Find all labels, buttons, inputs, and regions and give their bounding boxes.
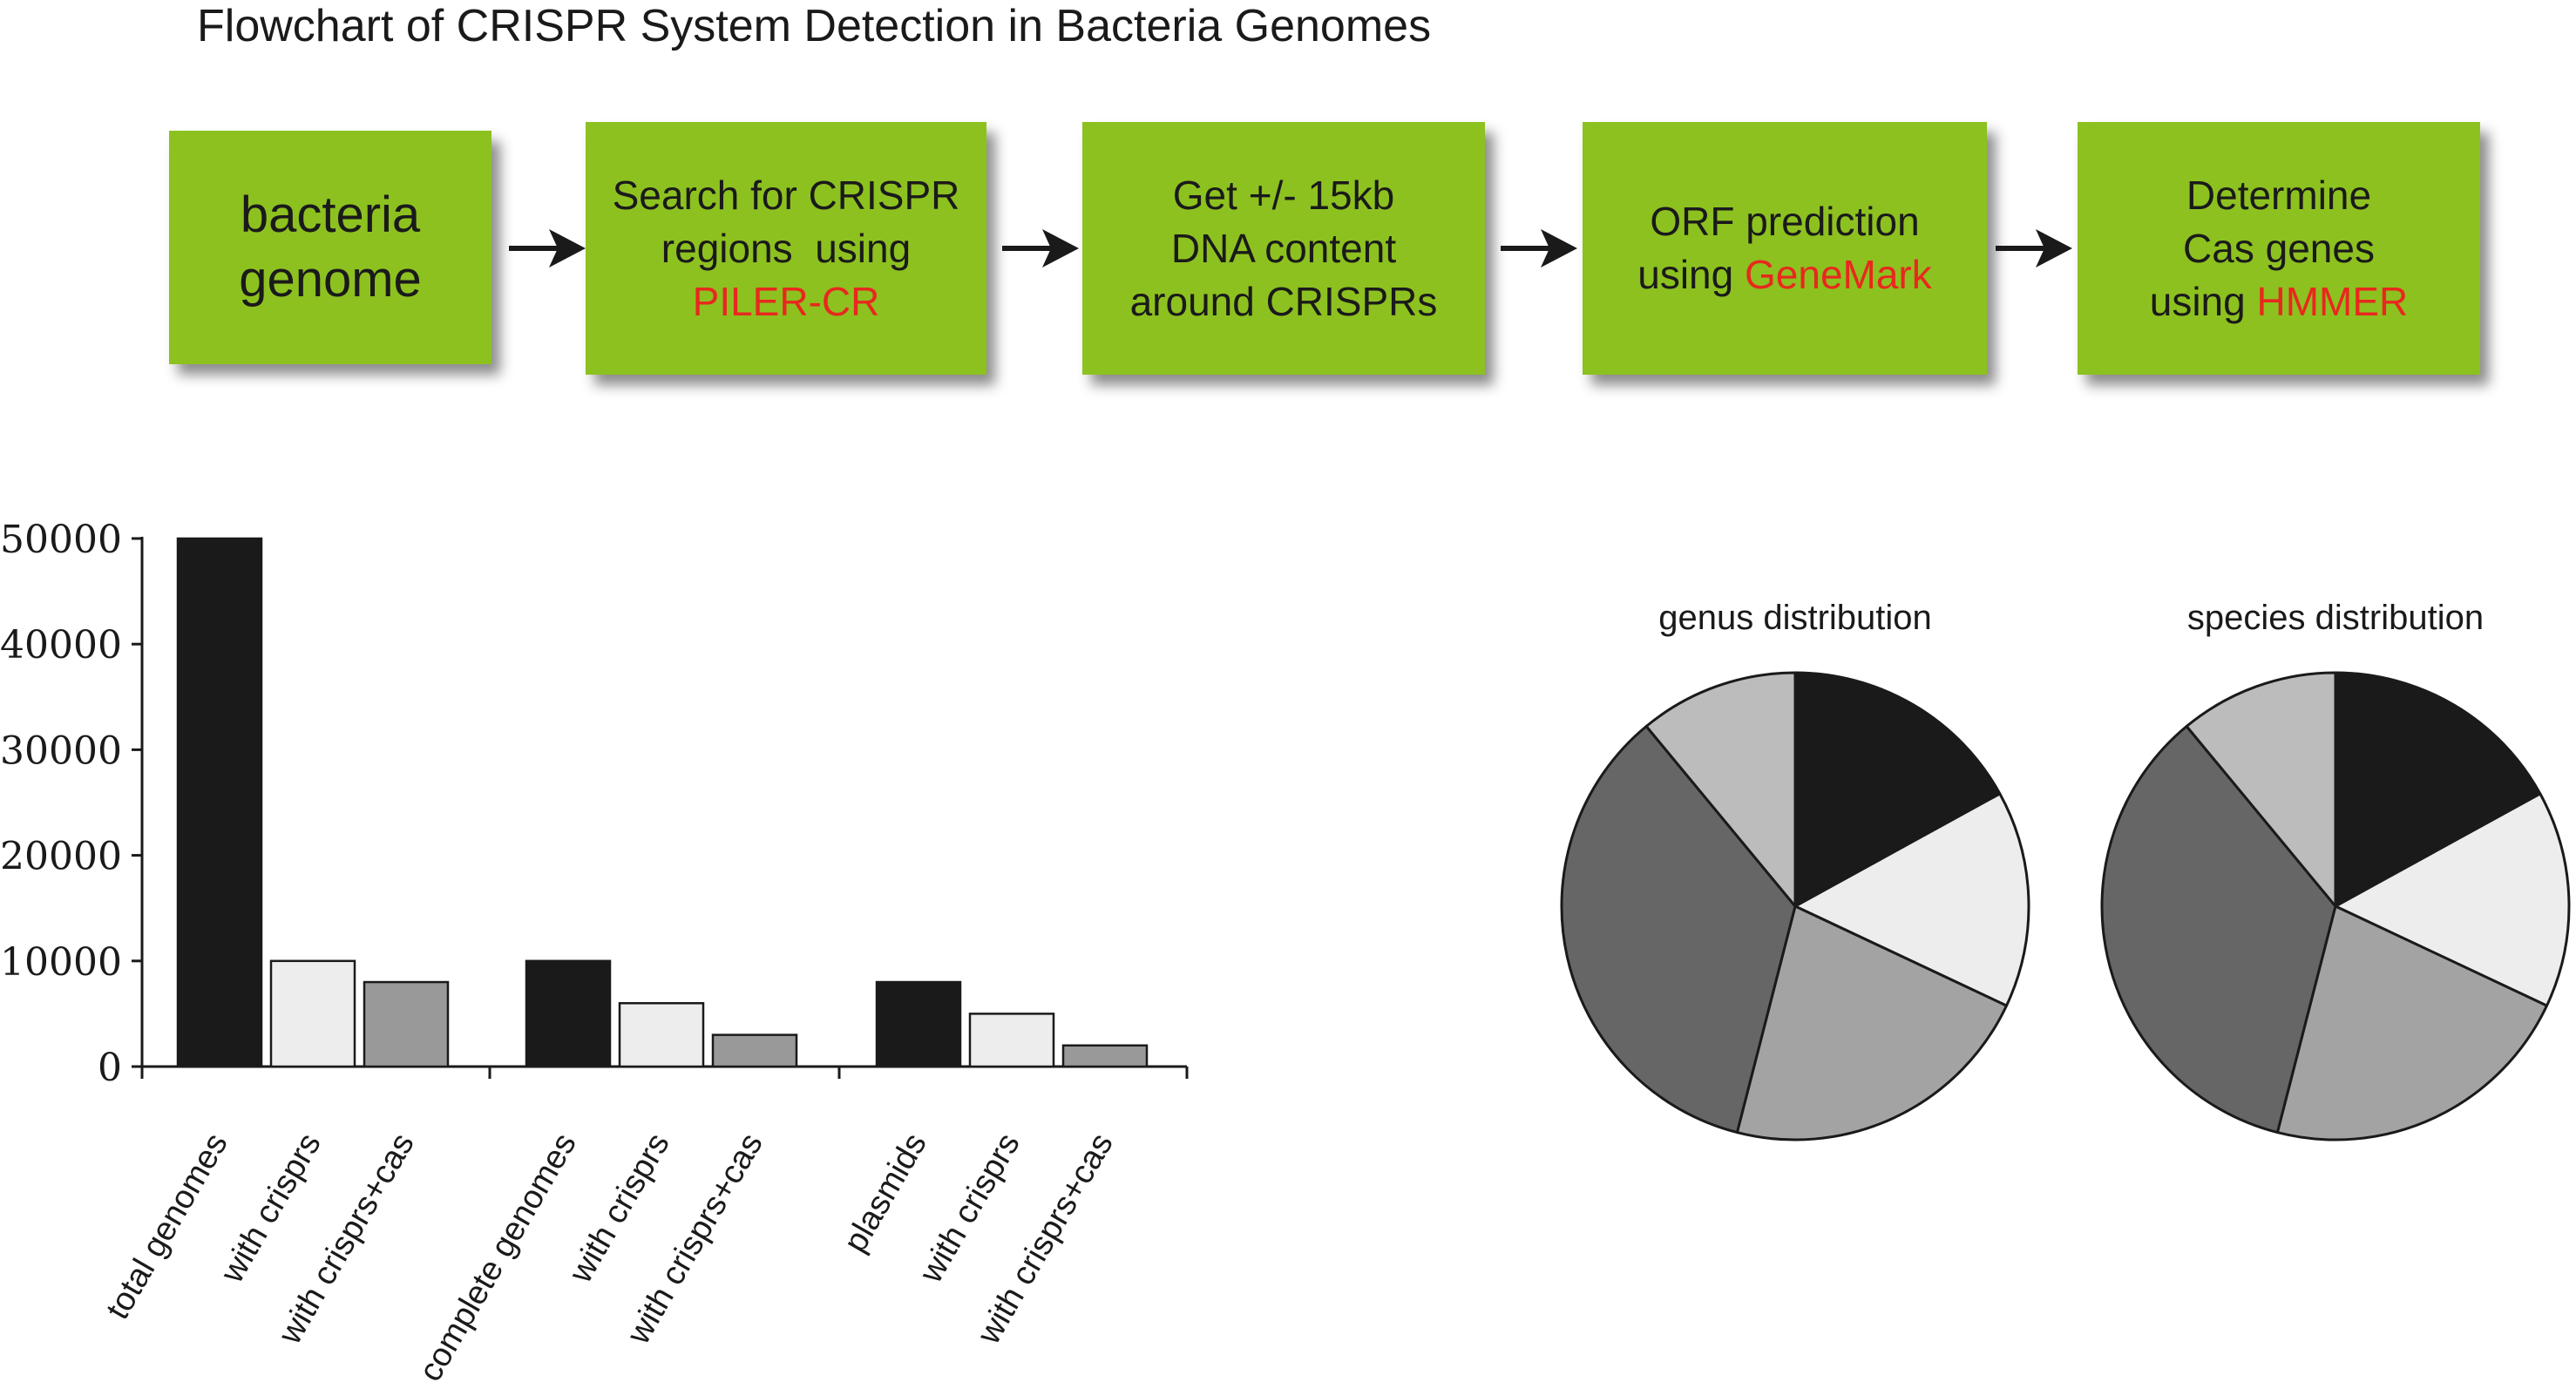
pie-title: genus distribution	[1658, 599, 1932, 637]
pie-slice	[2100, 725, 2337, 1135]
step-text-line: ORF prediction	[1650, 199, 1920, 244]
bar	[176, 537, 263, 1068]
step-text-line: using HMMER	[2150, 275, 2409, 329]
step-text-line: bacteria	[240, 186, 421, 243]
pie-slice	[2185, 671, 2337, 908]
pie-slice	[2334, 671, 2542, 908]
step-text-line: Search for CRISPR	[612, 172, 960, 218]
step-text-line: DNA content	[1170, 225, 1397, 271]
pie-title: species distribution	[2187, 599, 2484, 637]
pie-slice	[1793, 671, 2002, 908]
species-pie-chart: species distribution	[2100, 599, 2571, 1142]
y-tick-label: 20000	[0, 835, 122, 879]
step-search-crispr: Search for CRISPR regions using PILER-CR	[586, 122, 986, 375]
y-tick-label: 50000	[0, 518, 122, 562]
y-tick-label: 40000	[0, 623, 122, 667]
category-label: complete genomes	[412, 1128, 584, 1382]
pie-slice	[2334, 792, 2571, 1007]
step-text-line: Get +/- 15kb	[1172, 172, 1395, 218]
bar	[711, 1033, 798, 1068]
bar	[525, 959, 612, 1068]
arrow-right-icon	[1501, 229, 1577, 268]
bar	[968, 1013, 1055, 1068]
bar	[269, 959, 356, 1068]
step-orf-prediction: ORF prediction using GeneMark	[1583, 122, 1987, 375]
step-text: using	[2149, 278, 2257, 324]
page-title: Flowchart of CRISPR System Detection in …	[197, 1, 1432, 51]
tool-name-highlight: GeneMark	[1745, 252, 1932, 297]
pie-slice	[1735, 904, 2008, 1142]
step-text-line: using GeneMark	[1637, 248, 1932, 301]
step-text: using	[1637, 252, 1745, 297]
bar	[363, 980, 450, 1068]
pie-slice	[2275, 904, 2548, 1142]
pie-slice	[1644, 671, 1797, 908]
bar	[875, 980, 962, 1068]
tool-name-highlight: PILER-CR	[692, 278, 880, 324]
tool-name-highlight: HMMER	[2256, 278, 2409, 324]
y-tick-label: 30000	[0, 728, 122, 773]
arrow-right-icon	[1996, 229, 2072, 268]
genus-pie-chart: genus distribution	[1560, 599, 2030, 1142]
bar	[618, 1002, 705, 1068]
category-label: total genomes	[99, 1128, 235, 1326]
step-text-line: Determine	[2186, 172, 2372, 218]
step-bacteria-genome: bacteria genome	[169, 131, 491, 364]
y-tick-label: 10000	[0, 940, 122, 985]
step-text-line: around CRISPRs	[1129, 278, 1438, 324]
pie-slice	[1560, 725, 1797, 1135]
step-get-dna-content: Get +/- 15kb DNA content around CRISPRs	[1082, 122, 1485, 375]
pie-slice	[1793, 792, 2030, 1007]
bar	[1061, 1044, 1149, 1068]
arrow-right-icon	[509, 229, 586, 268]
y-tick-label: 0	[98, 1046, 122, 1090]
step-determine-cas-genes: Determine Cas genes using HMMER	[2078, 122, 2480, 375]
step-text-line: genome	[239, 251, 422, 308]
step-text-line: regions using	[661, 225, 912, 271]
step-text-line: Cas genes	[2183, 225, 2375, 271]
category-label: plasmids	[837, 1128, 933, 1259]
arrow-right-icon	[1002, 229, 1079, 268]
